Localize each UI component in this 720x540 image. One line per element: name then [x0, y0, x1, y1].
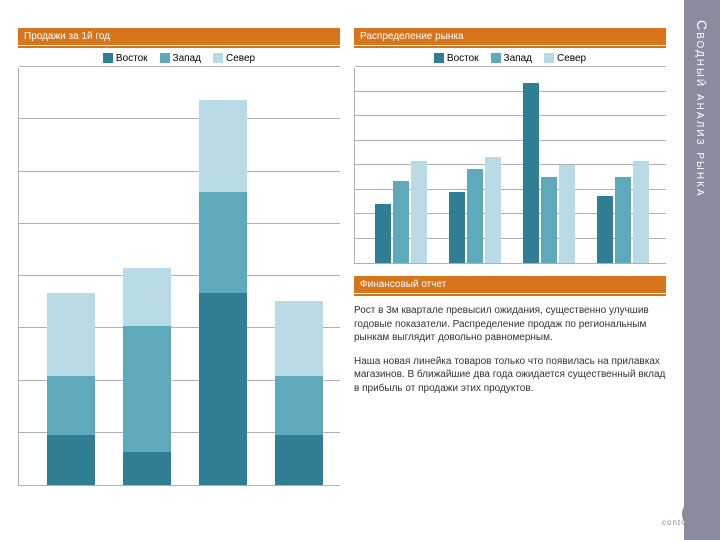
- gridline: [355, 115, 666, 116]
- bar-segment: [275, 376, 323, 435]
- sales-title: Продажи за 1й год: [18, 28, 340, 45]
- bar: [633, 161, 649, 263]
- financial-title: Финансовый отчет: [354, 276, 666, 293]
- sales-chart: [18, 68, 340, 486]
- legend-item: Запад: [491, 53, 532, 64]
- financial-para-2: Наша новая линейка товаров только что по…: [354, 355, 666, 396]
- financial-para-1: Рост в 3м квартале превысил ожидания, су…: [354, 304, 666, 345]
- legend-item: Запад: [160, 53, 201, 64]
- bar-group: [123, 268, 171, 485]
- bar: [411, 161, 427, 263]
- bar-segment: [47, 293, 95, 377]
- logo-text: contoso: [662, 518, 697, 527]
- sidebar-title: Сводный анализ рынка: [694, 0, 710, 198]
- bar-segment: [123, 326, 171, 451]
- bar: [541, 177, 557, 263]
- bar: [597, 196, 613, 263]
- bar-segment: [199, 100, 247, 192]
- gridline: [355, 66, 666, 67]
- gridline: [19, 223, 340, 224]
- sales-section: Продажи за 1й год Восток Запад Север: [18, 28, 340, 486]
- bar-segment: [47, 435, 95, 485]
- right-column: Распределение рынка Восток Запад Север Фин…: [354, 28, 666, 405]
- divider: [354, 294, 666, 296]
- bar-group: [275, 301, 323, 485]
- bar: [449, 192, 465, 263]
- bar-group: [199, 100, 247, 485]
- gridline: [19, 66, 340, 67]
- market-legend: Восток Запад Север: [354, 48, 666, 68]
- bar: [523, 83, 539, 263]
- legend-swatch: [491, 53, 501, 63]
- legend-item: Север: [213, 53, 255, 64]
- market-chart: [354, 68, 666, 264]
- bar-segment: [123, 452, 171, 485]
- bar-group: [375, 161, 427, 263]
- sales-legend: Восток Запад Север: [18, 48, 340, 68]
- legend-swatch: [103, 53, 113, 63]
- bar: [559, 165, 575, 263]
- legend-item: Восток: [103, 53, 148, 64]
- gridline: [355, 140, 666, 141]
- bar-segment: [275, 301, 323, 376]
- gridline: [19, 275, 340, 276]
- bar-segment: [199, 192, 247, 292]
- bar-group: [449, 157, 501, 263]
- bar: [375, 204, 391, 263]
- bar: [485, 157, 501, 263]
- bar-segment: [199, 293, 247, 485]
- legend-swatch: [160, 53, 170, 63]
- legend-item: Север: [544, 53, 586, 64]
- market-section: Распределение рынка Восток Запад Север: [354, 28, 666, 264]
- bar-segment: [123, 268, 171, 327]
- financial-text: Рост в 3м квартале превысил ожидания, су…: [354, 304, 666, 395]
- bar-group: [523, 83, 575, 263]
- gridline: [19, 171, 340, 172]
- bar-group: [47, 293, 95, 485]
- bar-segment: [47, 376, 95, 435]
- legend-swatch: [544, 53, 554, 63]
- legend-swatch: [213, 53, 223, 63]
- legend-swatch: [434, 53, 444, 63]
- bar: [615, 177, 631, 263]
- bar: [393, 181, 409, 263]
- gridline: [355, 91, 666, 92]
- bar: [467, 169, 483, 263]
- legend-item: Восток: [434, 53, 479, 64]
- content: Продажи за 1й год Восток Запад Север Распр…: [18, 28, 666, 526]
- market-title: Распределение рынка: [354, 28, 666, 45]
- logo: contoso: [654, 499, 714, 534]
- gridline: [19, 118, 340, 119]
- financial-section: Финансовый отчет Рост в 3м квартале прев…: [354, 276, 666, 395]
- right-sidebar: Сводный анализ рынка: [684, 0, 720, 540]
- bar-segment: [275, 435, 323, 485]
- bar-group: [597, 161, 649, 263]
